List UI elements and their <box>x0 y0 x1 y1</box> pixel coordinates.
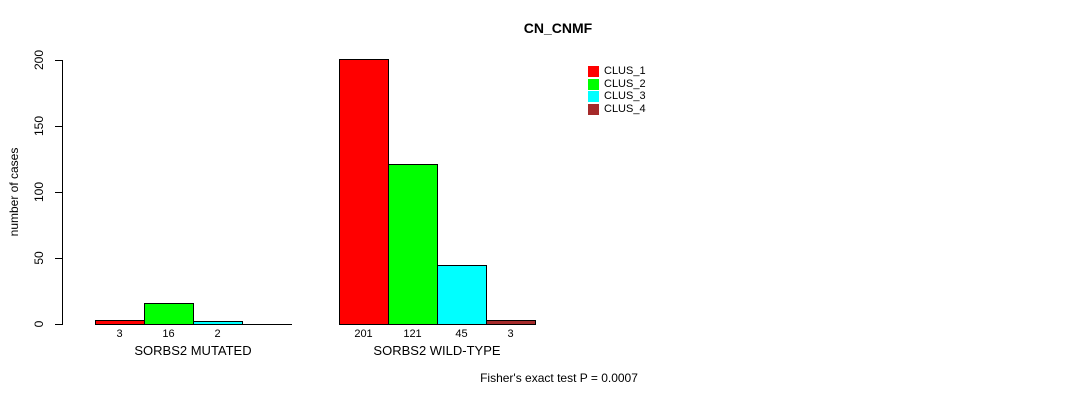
bar-clus_3-2 <box>437 265 487 325</box>
y-tick-mark <box>55 258 62 259</box>
bar-value-label: 3 <box>507 328 514 340</box>
y-tick-mark <box>55 126 62 127</box>
category-label: SORBS2 WILD-TYPE <box>373 343 501 358</box>
bar-value-label: 45 <box>455 328 468 340</box>
bar-value-label: 2 <box>214 328 221 340</box>
bar-clus_1-2 <box>339 59 389 325</box>
bar-clus_4-2 <box>486 320 536 325</box>
bar-value-label: 121 <box>403 328 422 340</box>
y-axis-label: number of cases <box>7 147 21 237</box>
bar-value-label: 3 <box>116 328 123 340</box>
legend-label-clus_3: CLUS_3 <box>604 90 646 103</box>
legend-swatch-clus_3 <box>588 91 599 103</box>
legend-swatch-clus_4 <box>588 103 599 115</box>
bar-value-label: 201 <box>354 328 373 340</box>
y-tick-label: 100 <box>32 181 46 203</box>
y-axis-line <box>62 60 63 325</box>
bar-clus_3-1 <box>193 321 243 325</box>
y-tick-label: 50 <box>32 251 46 265</box>
legend-label-clus_1: CLUS_1 <box>604 65 646 77</box>
chart-title: CN_CNMF <box>523 20 593 36</box>
bar-clus_2-1 <box>144 303 194 325</box>
legend-label-clus_2: CLUS_2 <box>604 77 646 90</box>
legend-label-clus_4: CLUS_4 <box>604 102 646 115</box>
y-tick-mark <box>55 192 62 193</box>
y-tick-mark <box>55 324 62 325</box>
fisher-test-annotation: Fisher's exact test P = 0.0007 <box>480 371 638 385</box>
bar-clus_1-1 <box>95 320 145 325</box>
bar-value-label: 16 <box>162 328 175 340</box>
y-tick-label: 0 <box>32 320 46 328</box>
category-label: SORBS2 MUTATED <box>134 343 252 358</box>
y-tick-mark <box>55 60 62 61</box>
legend-swatch-clus_1 <box>588 66 599 77</box>
y-tick-label: 150 <box>32 115 46 137</box>
y-tick-label: 200 <box>32 49 46 71</box>
bar-clus_2-2 <box>388 164 438 325</box>
legend-swatch-clus_2 <box>588 78 599 90</box>
